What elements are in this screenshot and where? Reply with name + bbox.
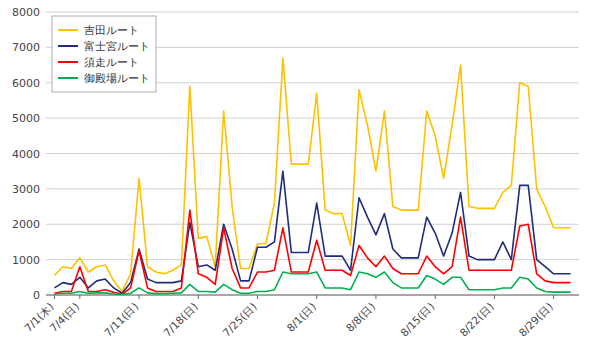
y-tick-label: 8000 <box>12 6 40 19</box>
x-tick <box>375 295 376 299</box>
y-tick-label: 7000 <box>12 41 40 54</box>
x-tick <box>435 295 436 299</box>
legend-swatch <box>58 29 78 31</box>
legend-swatch <box>58 61 78 63</box>
grid-line <box>46 188 579 189</box>
y-tick-label: 6000 <box>12 77 40 90</box>
legend-label: 富士宮ルート <box>84 40 150 53</box>
legend-label: 須走ルート <box>84 56 139 69</box>
x-tick <box>553 295 554 299</box>
y-tick-label: 5000 <box>12 112 40 125</box>
y-tick-label: 3000 <box>12 183 40 196</box>
grid-line <box>46 12 579 13</box>
y-tick-label: 4000 <box>12 148 40 161</box>
x-tick <box>139 295 140 299</box>
x-tick-label: 7/11(日) <box>102 300 141 339</box>
legend: 吉田ルート富士宮ルート須走ルート御殿場ルート <box>52 16 156 92</box>
grid-line <box>46 259 579 260</box>
legend-swatch <box>58 77 78 79</box>
x-tick-label: 8/15(日) <box>398 300 437 339</box>
x-tick-label: 7/18(日) <box>161 300 200 339</box>
x-tick-label: 8/8(日) <box>343 300 377 334</box>
legend-box <box>52 16 156 92</box>
x-tick <box>257 295 258 299</box>
y-tick-label: 2000 <box>12 218 40 231</box>
line <box>54 171 570 293</box>
x-tick <box>198 295 199 299</box>
y-tick-label: 1000 <box>12 254 40 267</box>
x-tick-label: 7/25(日) <box>220 300 259 339</box>
x-tick <box>316 295 317 299</box>
legend-swatch <box>58 45 78 47</box>
x-tick <box>54 295 55 299</box>
line <box>54 272 570 295</box>
chart: 0100020003000400050006000700080007/1(木)7… <box>0 0 591 355</box>
grid-line <box>46 118 579 119</box>
x-tick-label: 8/1(日) <box>284 300 318 334</box>
series-lines <box>54 58 570 295</box>
x-tick-label: 8/29(日) <box>516 300 555 339</box>
axes: 0100020003000400050006000700080007/1(木)7… <box>12 6 579 339</box>
legend-label: 御殿場ルート <box>84 72 150 85</box>
y-tick-label: 0 <box>33 289 40 302</box>
x-tick-label: 8/22(日) <box>457 300 496 339</box>
x-tick <box>79 295 80 299</box>
x-tick-label: 7/4(日) <box>47 300 81 334</box>
line <box>54 210 570 294</box>
legend-label: 吉田ルート <box>84 24 139 37</box>
x-tick <box>494 295 495 299</box>
grid-line <box>46 153 579 154</box>
